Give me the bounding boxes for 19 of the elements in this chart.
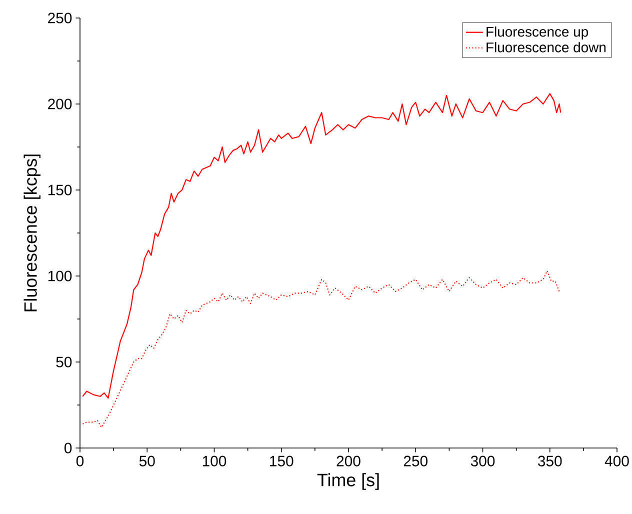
x-tick-label: 400 bbox=[604, 456, 629, 466]
y-tick-label: 100 bbox=[48, 270, 72, 282]
y-tick-label: 200 bbox=[48, 98, 72, 110]
y-tick-label: 0 bbox=[64, 442, 72, 454]
x-tick-label: 50 bbox=[139, 456, 155, 466]
y-axis-title: Fluorescence [kcps] bbox=[24, 154, 40, 312]
x-tick-label: 200 bbox=[336, 456, 360, 466]
y-tick-label: 50 bbox=[56, 356, 72, 368]
x-tick-label: 350 bbox=[538, 456, 562, 466]
legend-label: Fluorescence down bbox=[486, 42, 606, 52]
x-tick-label: 300 bbox=[470, 456, 495, 466]
x-tick-label: 250 bbox=[404, 456, 428, 466]
legend-label: Fluorescence up bbox=[486, 26, 588, 40]
x-tick-label: 0 bbox=[76, 456, 84, 466]
x-tick-label: 100 bbox=[202, 456, 226, 466]
x-axis-title: Time [s] bbox=[317, 473, 379, 490]
y-tick-label: 250 bbox=[48, 12, 72, 24]
x-tick-label: 150 bbox=[270, 456, 294, 466]
y-tick-label: 150 bbox=[48, 184, 72, 196]
